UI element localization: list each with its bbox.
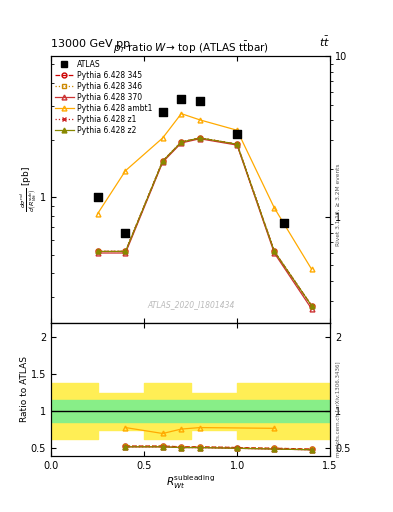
Text: mcplots.cern.ch [arXiv:1306.3436]: mcplots.cern.ch [arXiv:1306.3436] bbox=[336, 362, 341, 457]
Text: Rivet 3.1.10, ≥ 3.2M events: Rivet 3.1.10, ≥ 3.2M events bbox=[336, 163, 341, 246]
Legend: ATLAS, Pythia 6.428 345, Pythia 6.428 346, Pythia 6.428 370, Pythia 6.428 ambt1,: ATLAS, Pythia 6.428 345, Pythia 6.428 34… bbox=[53, 58, 154, 136]
Text: $t\bar{t}$: $t\bar{t}$ bbox=[319, 34, 330, 49]
X-axis label: $R_{Wt}^{\rm subleading}$: $R_{Wt}^{\rm subleading}$ bbox=[166, 473, 215, 491]
Text: 13000 GeV pp: 13000 GeV pp bbox=[51, 38, 130, 49]
Text: ATLAS_2020_I1801434: ATLAS_2020_I1801434 bbox=[147, 300, 234, 309]
Point bbox=[234, 130, 240, 138]
Point bbox=[122, 229, 129, 237]
Point bbox=[94, 193, 101, 201]
Point bbox=[281, 219, 287, 227]
Point bbox=[197, 97, 203, 105]
Point bbox=[178, 95, 184, 103]
Y-axis label: Ratio to ATLAS: Ratio to ATLAS bbox=[20, 356, 29, 422]
Point bbox=[160, 108, 166, 116]
Y-axis label: $\frac{d\sigma^{nd}}{d\left(R_{Wt}^{\rm sub}\right)}$ [pb]: $\frac{d\sigma^{nd}}{d\left(R_{Wt}^{\rm … bbox=[18, 166, 39, 212]
Title: $p_T$ ratio $W\!\rightarrow\!$ top (ATLAS t$\bar{\rm t}$bar): $p_T$ ratio $W\!\rightarrow\!$ top (ATLA… bbox=[113, 40, 268, 56]
